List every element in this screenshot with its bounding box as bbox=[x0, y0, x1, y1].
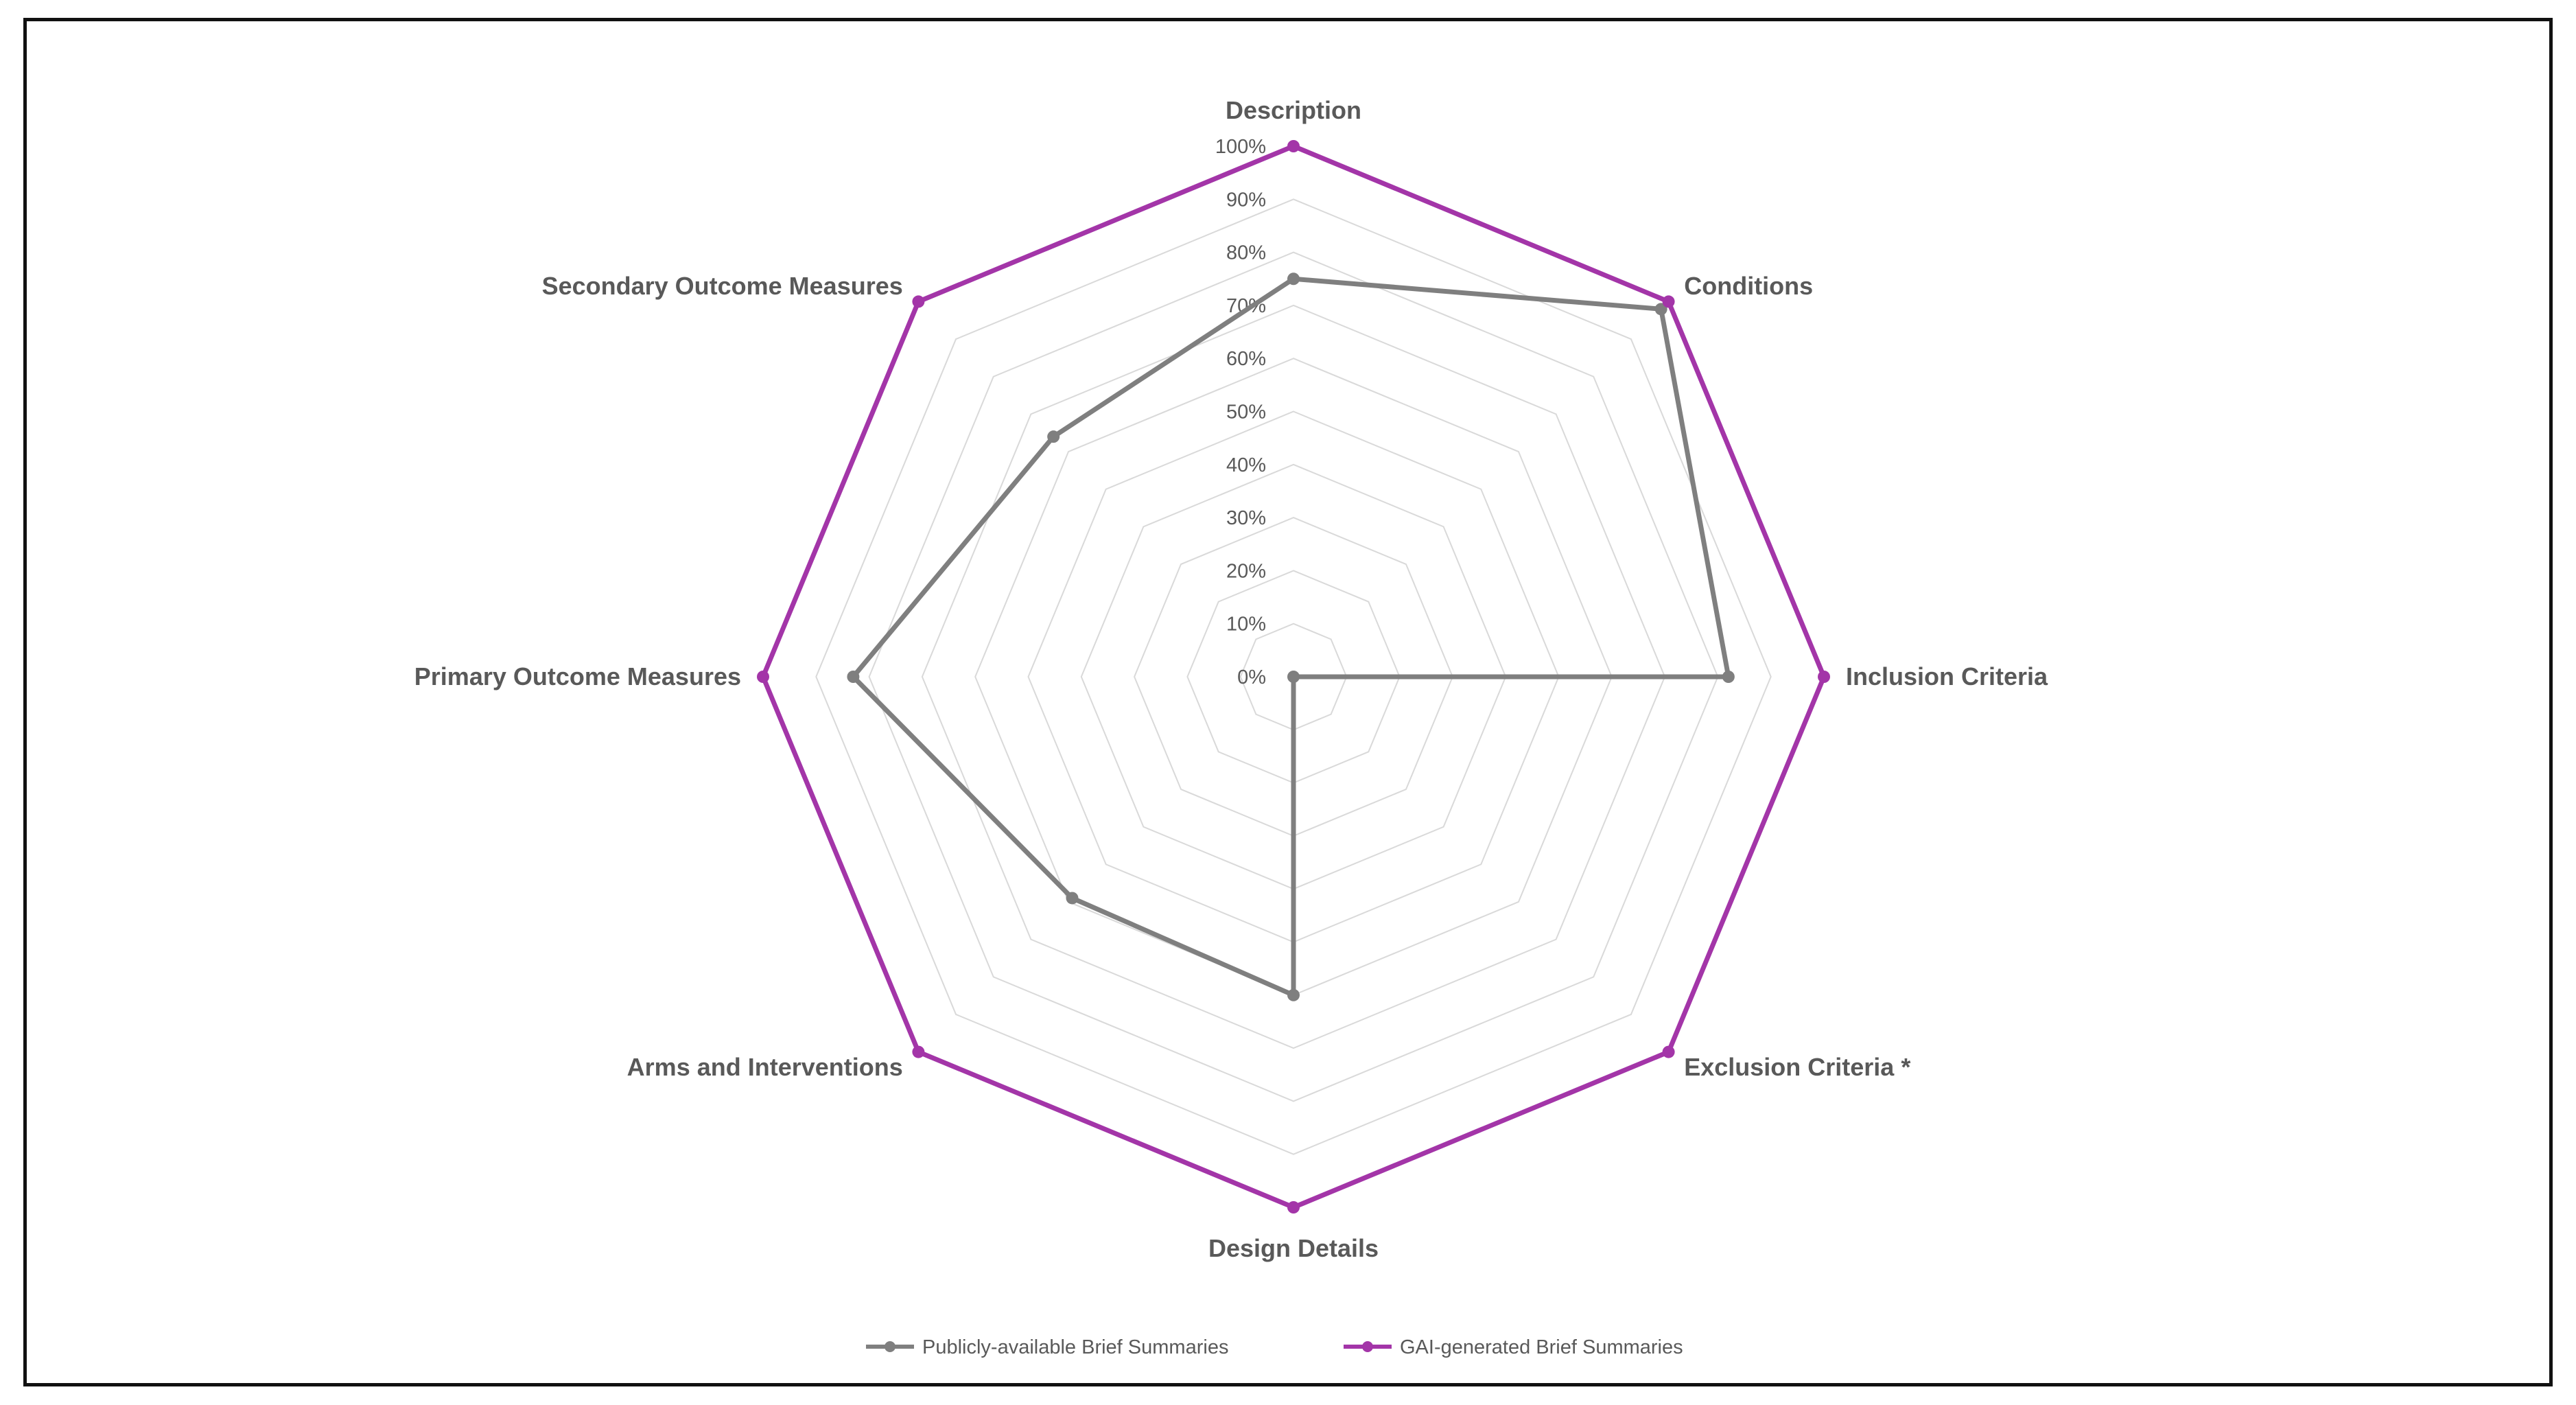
category-label-exclusion-criteria: Exclusion Criteria * bbox=[1684, 1053, 1910, 1081]
tick-label: 20% bbox=[1226, 560, 1266, 582]
series-publicly-available-brief-summaries bbox=[847, 272, 1735, 1001]
tick-label: 90% bbox=[1226, 189, 1266, 211]
data-point-design-details bbox=[1287, 1201, 1300, 1214]
category-label-arms-and-interventions: Arms and Interventions bbox=[627, 1053, 903, 1081]
category-label-design-details: Design Details bbox=[1208, 1234, 1379, 1262]
tick-label: 100% bbox=[1215, 136, 1266, 158]
radial-tick-labels: 0%10%20%30%40%50%60%70%80%90%100% bbox=[1215, 136, 1266, 688]
data-point-primary-outcome-measures bbox=[847, 671, 860, 683]
category-label-secondary-outcome-measures: Secondary Outcome Measures bbox=[542, 272, 903, 300]
data-point-primary-outcome-measures bbox=[757, 671, 769, 683]
legend-label: GAI-generated Brief Summaries bbox=[1400, 1336, 1683, 1358]
grid-ring bbox=[921, 304, 1666, 1049]
legend-swatch-marker bbox=[885, 1341, 895, 1352]
grid-ring bbox=[815, 198, 1772, 1155]
category-label-inclusion-criteria: Inclusion Criteria bbox=[1846, 662, 2048, 690]
tick-label: 10% bbox=[1226, 614, 1266, 636]
tick-label: 80% bbox=[1226, 242, 1266, 264]
data-point-conditions bbox=[1654, 303, 1667, 316]
data-point-inclusion-criteria bbox=[1722, 671, 1735, 683]
series-gai-generated-brief-summaries bbox=[757, 140, 1830, 1214]
legend-item-publicly-available-brief-summaries: Publicly-available Brief Summaries bbox=[866, 1336, 1228, 1358]
data-point-arms-and-interventions bbox=[912, 1045, 925, 1058]
data-point-secondary-outcome-measures bbox=[912, 295, 925, 308]
category-label-primary-outcome-measures: Primary Outcome Measures bbox=[414, 662, 741, 690]
tick-label: 40% bbox=[1226, 454, 1266, 476]
data-point-secondary-outcome-measures bbox=[1047, 430, 1060, 443]
data-point-exclusion-criteria bbox=[1287, 671, 1300, 683]
radar-chart: 0%10%20%30%40%50%60%70%80%90%100% Descri… bbox=[414, 96, 2048, 1358]
chart-frame: 0% 10% 20% 30% 40% 50% 60% 70% 80% 90% 100% Descri… bbox=[23, 18, 2553, 1386]
category-label-conditions: Conditions bbox=[1684, 272, 1813, 300]
data-point-arms-and-interventions bbox=[1066, 892, 1079, 905]
category-labels: Description Conditions Inclusion Criteria E… bbox=[414, 96, 2048, 1262]
legend-label: Publicly-available Brief Summaries bbox=[922, 1336, 1228, 1358]
data-point-design-details bbox=[1287, 988, 1300, 1001]
tick-label: 50% bbox=[1226, 402, 1266, 423]
data-point-inclusion-criteria bbox=[1818, 671, 1830, 683]
legend: Publicly-available Brief Summaries GAI-ge… bbox=[866, 1336, 1683, 1358]
tick-label: 0% bbox=[1237, 666, 1266, 688]
series-layer bbox=[757, 140, 1830, 1214]
data-point-description bbox=[1287, 272, 1300, 286]
tick-label: 60% bbox=[1226, 348, 1266, 370]
legend-swatch-marker bbox=[1362, 1341, 1373, 1352]
data-point-description bbox=[1287, 140, 1300, 152]
data-point-conditions bbox=[1662, 295, 1675, 308]
data-point-exclusion-criteria bbox=[1662, 1045, 1675, 1058]
category-label-description: Description bbox=[1226, 96, 1361, 124]
legend-item-gai-generated-brief-summaries: GAI-generated Brief Summaries bbox=[1344, 1336, 1683, 1358]
grid-ring bbox=[868, 251, 1719, 1102]
tick-label: 30% bbox=[1226, 507, 1266, 529]
